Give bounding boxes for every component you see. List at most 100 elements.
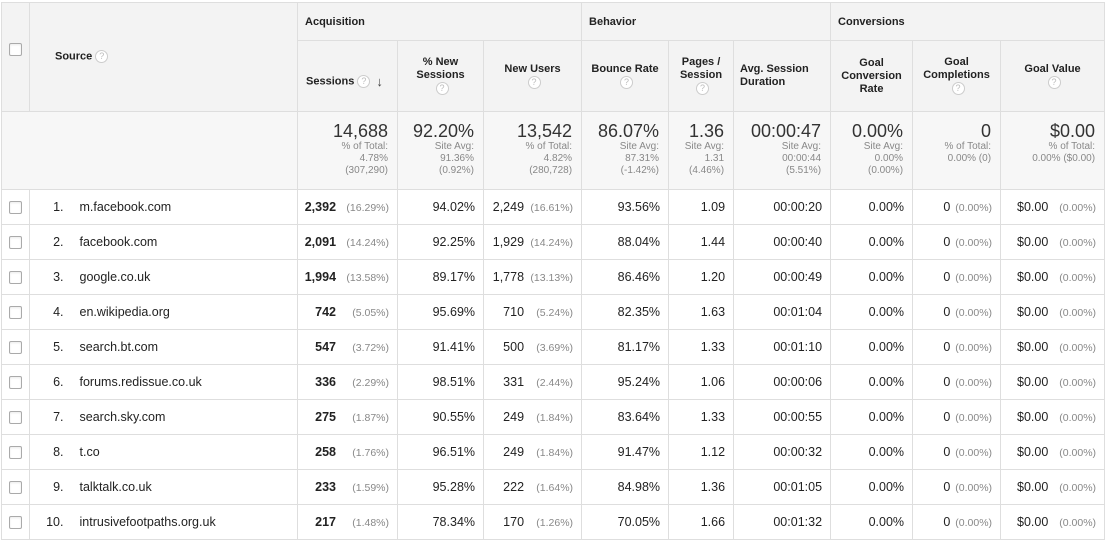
totals-row: 14,688% of Total: 4.78% (307,290) 92.20% Si… (0, 111, 1105, 190)
goal-value-cell: $0.00 (0.00%) (1000, 364, 1105, 400)
row-checkbox-cell (1, 504, 30, 540)
acquisition-label: Acquisition (305, 15, 365, 28)
help-icon[interactable]: ? (435, 82, 449, 96)
source-link[interactable]: talktalk.co.uk (69, 469, 299, 505)
pages-session-cell: 1.66 (668, 504, 735, 540)
row-checkbox-cell (1, 189, 30, 225)
source-link[interactable]: forums.redissue.co.uk (69, 364, 299, 400)
goal-value-cell: $0.00 (0.00%) (1000, 294, 1105, 330)
new-sessions-cell: 95.69% (397, 294, 485, 330)
goal-completions-header[interactable]: Goal Completions? (912, 40, 1002, 112)
select-all-cell (1, 2, 30, 112)
goal-completions-cell: 0 (0.00%) (912, 294, 1002, 330)
goal-value-cell: $0.00 (0.00%) (1000, 469, 1105, 505)
avg-duration-header[interactable]: Avg. Session Duration (733, 40, 832, 112)
new-users-cell: 222 (1.64%) (483, 469, 583, 505)
bounce-rate-header[interactable]: Bounce Rate? (581, 40, 670, 112)
pages-session-cell: 1.33 (668, 329, 735, 365)
source-link[interactable]: google.co.uk (69, 259, 299, 295)
source-link[interactable]: facebook.com (69, 224, 299, 260)
avg-duration-cell: 00:00:20 (733, 189, 832, 225)
row-checkbox[interactable] (9, 376, 22, 390)
source-link[interactable]: en.wikipedia.org (69, 294, 299, 330)
row-checkbox[interactable] (9, 341, 22, 355)
goal-value-value: $0.00 (1017, 235, 1049, 249)
goal-value-pct: (0.00%) (1059, 377, 1097, 389)
goal-value-cell: $0.00 (0.00%) (1000, 259, 1105, 295)
goal-value-header[interactable]: Goal Value? (1000, 40, 1105, 112)
row-checkbox[interactable] (9, 201, 22, 215)
help-icon[interactable]: ? (95, 50, 109, 64)
behavior-group-header: Behavior (581, 2, 832, 41)
bounce-rate-cell: 88.04% (581, 224, 670, 260)
avg-duration-cell: 00:01:10 (733, 329, 832, 365)
conversion-rate-cell: 0.00% (830, 224, 914, 260)
goal-value-value: $0.00 (1017, 200, 1049, 214)
sort-desc-icon[interactable]: ↓ (376, 74, 383, 90)
table-row: 10. intrusivefootpaths.org.uk 217 (1.48%) 78… (1, 504, 1105, 540)
row-checkbox[interactable] (9, 271, 22, 285)
goal-completions-value: 0 (943, 410, 951, 424)
pages-session-cell: 1.09 (668, 189, 735, 225)
sessions-cell: 275 (1.87%) (297, 399, 399, 435)
row-checkbox[interactable] (9, 446, 22, 460)
new-users-pct: (2.44%) (536, 377, 574, 389)
help-icon[interactable]: ? (527, 75, 541, 89)
new-users-header-label: New Users (504, 62, 561, 75)
row-checkbox[interactable] (9, 516, 22, 530)
goal-value-cell: $0.00 (0.00%) (1000, 329, 1105, 365)
new-users-value: 170 (503, 515, 525, 529)
row-checkbox[interactable] (9, 306, 22, 320)
pages-session-cell: 1.06 (668, 364, 735, 400)
goal-completions-pct: (0.00%) (955, 412, 993, 424)
help-icon[interactable]: ? (620, 75, 634, 89)
bounce-rate-cell: 91.47% (581, 434, 670, 470)
avg-duration-cell: 00:01:05 (733, 469, 832, 505)
pages-session-cell: 1.44 (668, 224, 735, 260)
avg-duration-cell: 00:00:32 (733, 434, 832, 470)
row-checkbox[interactable] (9, 411, 22, 425)
row-checkbox[interactable] (9, 481, 22, 495)
new-users-value: 2,249 (492, 200, 525, 214)
sessions-header[interactable]: Sessions? ↓ (297, 40, 399, 112)
goal-value-pct: (0.00%) (1059, 447, 1097, 459)
source-header[interactable]: Source? (28, 2, 299, 112)
behavior-label: Behavior (589, 15, 637, 28)
source-link[interactable]: intrusivefootpaths.org.uk (69, 504, 299, 540)
source-link[interactable]: search.bt.com (69, 329, 299, 365)
source-link[interactable]: search.sky.com (69, 399, 299, 435)
conversion-rate-header-label: Goal Conversion Rate (841, 56, 902, 95)
sessions-pct: (2.29%) (352, 377, 390, 389)
goal-completions-cell: 0 (0.00%) (912, 434, 1002, 470)
row-checkbox[interactable] (9, 236, 22, 250)
new-users-cell: 1,929 (14.24%) (483, 224, 583, 260)
new-sessions-header[interactable]: % New Sessions? (397, 40, 485, 112)
new-users-cell: 170 (1.26%) (483, 504, 583, 540)
source-link[interactable]: t.co (69, 434, 299, 470)
table-row: 9. talktalk.co.uk 233 (1.59%) 95.28% 222 (1.64… (1, 469, 1105, 505)
new-users-value: 710 (503, 305, 525, 319)
source-link[interactable]: m.facebook.com (69, 189, 299, 225)
help-icon[interactable]: ? (696, 82, 710, 96)
row-index: 7. (29, 399, 70, 435)
avg-duration-cell: 00:00:55 (733, 399, 832, 435)
new-users-header[interactable]: New Users? (483, 40, 583, 112)
help-icon[interactable]: ? (951, 82, 965, 96)
sessions-cell: 217 (1.48%) (297, 504, 399, 540)
sessions-value: 336 (315, 375, 337, 389)
sessions-value: 275 (315, 410, 337, 424)
pages-session-header[interactable]: Pages / Session? (668, 40, 735, 112)
help-icon[interactable]: ? (357, 75, 371, 89)
sessions-cell: 336 (2.29%) (297, 364, 399, 400)
sessions-value: 742 (315, 305, 337, 319)
sessions-cell: 2,091 (14.24%) (297, 224, 399, 260)
goal-value-pct: (0.00%) (1059, 412, 1097, 424)
goal-value-cell: $0.00 (0.00%) (1000, 224, 1105, 260)
help-icon[interactable]: ? (1047, 75, 1061, 89)
goal-value-value: $0.00 (1017, 270, 1049, 284)
sessions-pct: (1.59%) (352, 482, 390, 494)
new-users-value: 249 (503, 410, 525, 424)
conversion-rate-header[interactable]: Goal Conversion Rate (830, 40, 914, 112)
new-users-value: 249 (503, 445, 525, 459)
select-all-checkbox[interactable] (9, 43, 22, 56)
